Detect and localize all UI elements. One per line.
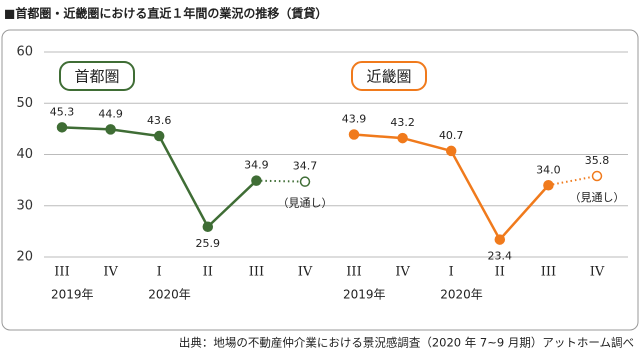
data-point — [251, 175, 262, 186]
x-tick-label: I — [157, 265, 162, 280]
value-label: 40.7 — [439, 129, 464, 142]
data-point — [153, 130, 165, 142]
x-tick-label: III — [54, 265, 69, 280]
value-label: 34.0 — [536, 163, 561, 176]
y-tick-label: 50 — [16, 96, 33, 111]
value-label: 43.6 — [147, 114, 172, 127]
year-label: 2019年 — [51, 288, 94, 302]
data-point — [56, 122, 68, 133]
x-tick-label: IV — [395, 265, 410, 280]
series-label-box — [59, 61, 135, 91]
value-label: 25.9 — [196, 237, 221, 250]
series-label: 首都圏 — [74, 68, 119, 86]
data-point — [202, 221, 214, 233]
value-label: 44.9 — [98, 107, 123, 120]
year-label: 2020年 — [440, 288, 483, 302]
forecast-line — [548, 175, 598, 187]
forecast-label: （見通し） — [570, 191, 625, 204]
source-note: 出典：地場の不動産仲介業における景況感調査（2020 年 7~9 月期）アットホ… — [179, 336, 634, 350]
series-label-box — [351, 61, 427, 91]
x-tick-label: III — [346, 265, 361, 280]
x-tick-label: IV — [298, 265, 313, 280]
data-point — [397, 132, 408, 144]
y-tick-label: 40 — [16, 147, 33, 162]
value-label: 43.2 — [390, 116, 415, 129]
y-tick-label: 30 — [16, 198, 33, 213]
chart-frame — [1, 29, 639, 331]
forecast-line — [256, 179, 306, 183]
x-tick-label: IV — [103, 265, 118, 280]
data-point — [591, 170, 603, 182]
value-label: 34.9 — [244, 159, 269, 172]
value-label: 23.4 — [488, 250, 513, 263]
y-tick-label: 60 — [16, 45, 33, 60]
data-point — [105, 124, 116, 135]
data-point — [543, 180, 554, 191]
data-point — [348, 129, 360, 140]
data-point — [445, 145, 457, 157]
x-tick-label: III — [541, 265, 556, 280]
value-label: 34.7 — [293, 160, 318, 173]
x-tick-label: II — [203, 265, 213, 280]
year-label: 2019年 — [343, 288, 386, 302]
forecast-label: （見通し） — [278, 197, 333, 210]
year-label: 2020年 — [148, 288, 191, 302]
x-tick-label: II — [495, 265, 505, 280]
value-label: 43.9 — [342, 113, 367, 126]
data-point — [299, 176, 311, 187]
y-tick-label: 20 — [16, 250, 33, 265]
value-label: 45.3 — [50, 105, 75, 118]
series-label: 近畿圏 — [366, 68, 411, 86]
x-tick-label: I — [449, 265, 454, 280]
x-tick-label: IV — [590, 265, 605, 280]
data-point — [494, 234, 506, 245]
value-label: 35.8 — [585, 154, 610, 167]
x-tick-label: III — [249, 265, 264, 280]
chart-title: ■首都圏・近畿圏における直近１年間の業況の推移（賃貸） — [4, 6, 327, 21]
